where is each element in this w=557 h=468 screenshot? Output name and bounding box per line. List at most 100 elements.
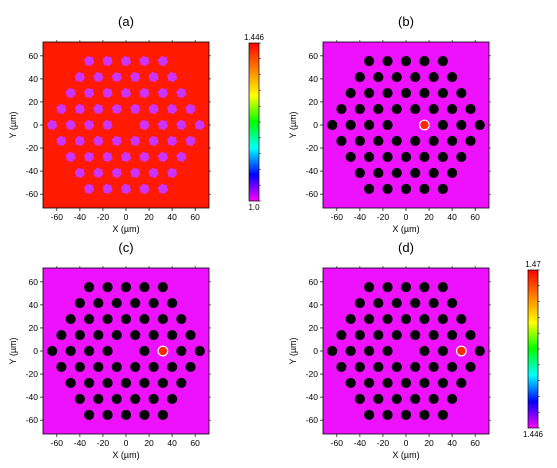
air-hole bbox=[111, 135, 122, 147]
air-hole bbox=[157, 377, 168, 389]
air-hole bbox=[410, 167, 421, 178]
air-hole bbox=[400, 377, 412, 389]
air-hole bbox=[56, 135, 67, 147]
air-hole bbox=[102, 313, 113, 325]
air-hole bbox=[419, 377, 430, 389]
air-hole bbox=[419, 345, 430, 357]
air-hole bbox=[391, 329, 402, 341]
air-hole bbox=[336, 329, 347, 341]
air-hole bbox=[364, 409, 375, 420]
air-hole bbox=[419, 183, 430, 194]
x-tick-label: -60 bbox=[331, 438, 344, 448]
air-hole bbox=[364, 345, 375, 357]
air-hole bbox=[65, 119, 76, 131]
air-hole bbox=[102, 151, 113, 163]
y-tick-label: -20 bbox=[26, 143, 39, 153]
x-tick-label: 60 bbox=[190, 212, 200, 222]
x-axis-label: X (µm) bbox=[392, 450, 419, 460]
air-hole bbox=[382, 183, 393, 194]
air-hole bbox=[382, 151, 393, 163]
air-hole bbox=[456, 151, 467, 163]
air-hole bbox=[185, 329, 196, 341]
colorbar-min-label: 1.446 bbox=[523, 430, 544, 439]
colorbar-max-label: 1.446 bbox=[244, 33, 265, 42]
air-hole bbox=[167, 329, 178, 341]
y-tick-label: -60 bbox=[26, 415, 39, 425]
air-hole bbox=[465, 103, 476, 115]
air-hole bbox=[185, 135, 196, 147]
air-hole bbox=[65, 313, 76, 325]
y-tick-label: -20 bbox=[26, 369, 39, 379]
air-hole bbox=[354, 103, 365, 115]
air-hole bbox=[345, 377, 356, 389]
colorbar: 1.446 1.0 bbox=[244, 33, 265, 212]
air-hole bbox=[465, 361, 476, 373]
panel-a: -60 -40 -20 0 20 40 60 60 40 20 0 -20 -40 -60 X (µm) Y … bbox=[8, 14, 265, 234]
air-hole bbox=[102, 87, 113, 99]
x-tick-label: -40 bbox=[354, 212, 367, 222]
air-hole bbox=[176, 313, 187, 325]
air-hole bbox=[148, 135, 159, 147]
air-hole bbox=[139, 345, 150, 357]
air-hole bbox=[391, 167, 402, 178]
air-hole bbox=[93, 329, 104, 341]
air-hole bbox=[373, 135, 384, 147]
air-hole bbox=[391, 135, 402, 147]
y-tick-label: 20 bbox=[29, 97, 39, 107]
air-hole bbox=[336, 103, 347, 115]
air-hole bbox=[111, 393, 122, 404]
air-hole bbox=[373, 103, 384, 115]
air-hole bbox=[102, 282, 113, 293]
doped-core bbox=[455, 345, 467, 357]
air-hole bbox=[166, 135, 178, 147]
panel-label: (c) bbox=[118, 240, 133, 255]
air-hole bbox=[447, 135, 458, 147]
air-hole bbox=[373, 298, 384, 309]
x-tick-label: -20 bbox=[97, 212, 110, 222]
air-hole bbox=[84, 313, 95, 325]
air-hole bbox=[382, 87, 393, 99]
air-hole bbox=[74, 167, 86, 179]
y-tick-label: 60 bbox=[309, 51, 319, 61]
y-axis-label: Y (µm) bbox=[288, 337, 298, 364]
air-hole bbox=[345, 87, 356, 99]
air-hole bbox=[456, 377, 467, 389]
air-hole bbox=[120, 377, 132, 389]
air-hole bbox=[447, 72, 458, 83]
x-tick-label: 20 bbox=[424, 212, 434, 222]
air-hole bbox=[74, 329, 85, 341]
air-hole bbox=[400, 151, 412, 163]
air-hole bbox=[93, 71, 104, 83]
air-hole bbox=[185, 103, 196, 115]
colorbar-gradient bbox=[527, 269, 539, 429]
doped-core bbox=[419, 119, 430, 131]
air-hole bbox=[345, 313, 356, 325]
air-hole bbox=[391, 298, 402, 309]
y-tick-label: 60 bbox=[309, 277, 319, 287]
air-hole bbox=[410, 393, 421, 404]
air-hole bbox=[102, 377, 113, 389]
air-hole bbox=[47, 345, 58, 357]
x-axis-label: X (µm) bbox=[112, 224, 139, 234]
air-hole bbox=[120, 55, 132, 67]
x-axis-label: X (µm) bbox=[392, 224, 419, 234]
air-hole bbox=[148, 361, 159, 373]
air-hole bbox=[456, 87, 467, 99]
air-hole bbox=[148, 103, 159, 115]
air-hole bbox=[382, 313, 393, 325]
x-tick-label: -20 bbox=[377, 212, 390, 222]
air-hole bbox=[120, 87, 132, 99]
air-hole bbox=[83, 119, 95, 131]
air-hole bbox=[56, 329, 67, 341]
air-hole bbox=[428, 135, 439, 147]
air-hole bbox=[130, 329, 141, 341]
x-tick-label: -20 bbox=[377, 438, 390, 448]
colorbar-gradient bbox=[248, 42, 260, 202]
air-hole bbox=[428, 361, 439, 373]
x-tick-label: 40 bbox=[167, 212, 177, 222]
air-hole bbox=[382, 119, 393, 131]
air-hole bbox=[47, 119, 58, 131]
x-tick-label: -40 bbox=[74, 212, 87, 222]
x-tick-label: 20 bbox=[424, 438, 434, 448]
air-hole bbox=[157, 282, 168, 293]
